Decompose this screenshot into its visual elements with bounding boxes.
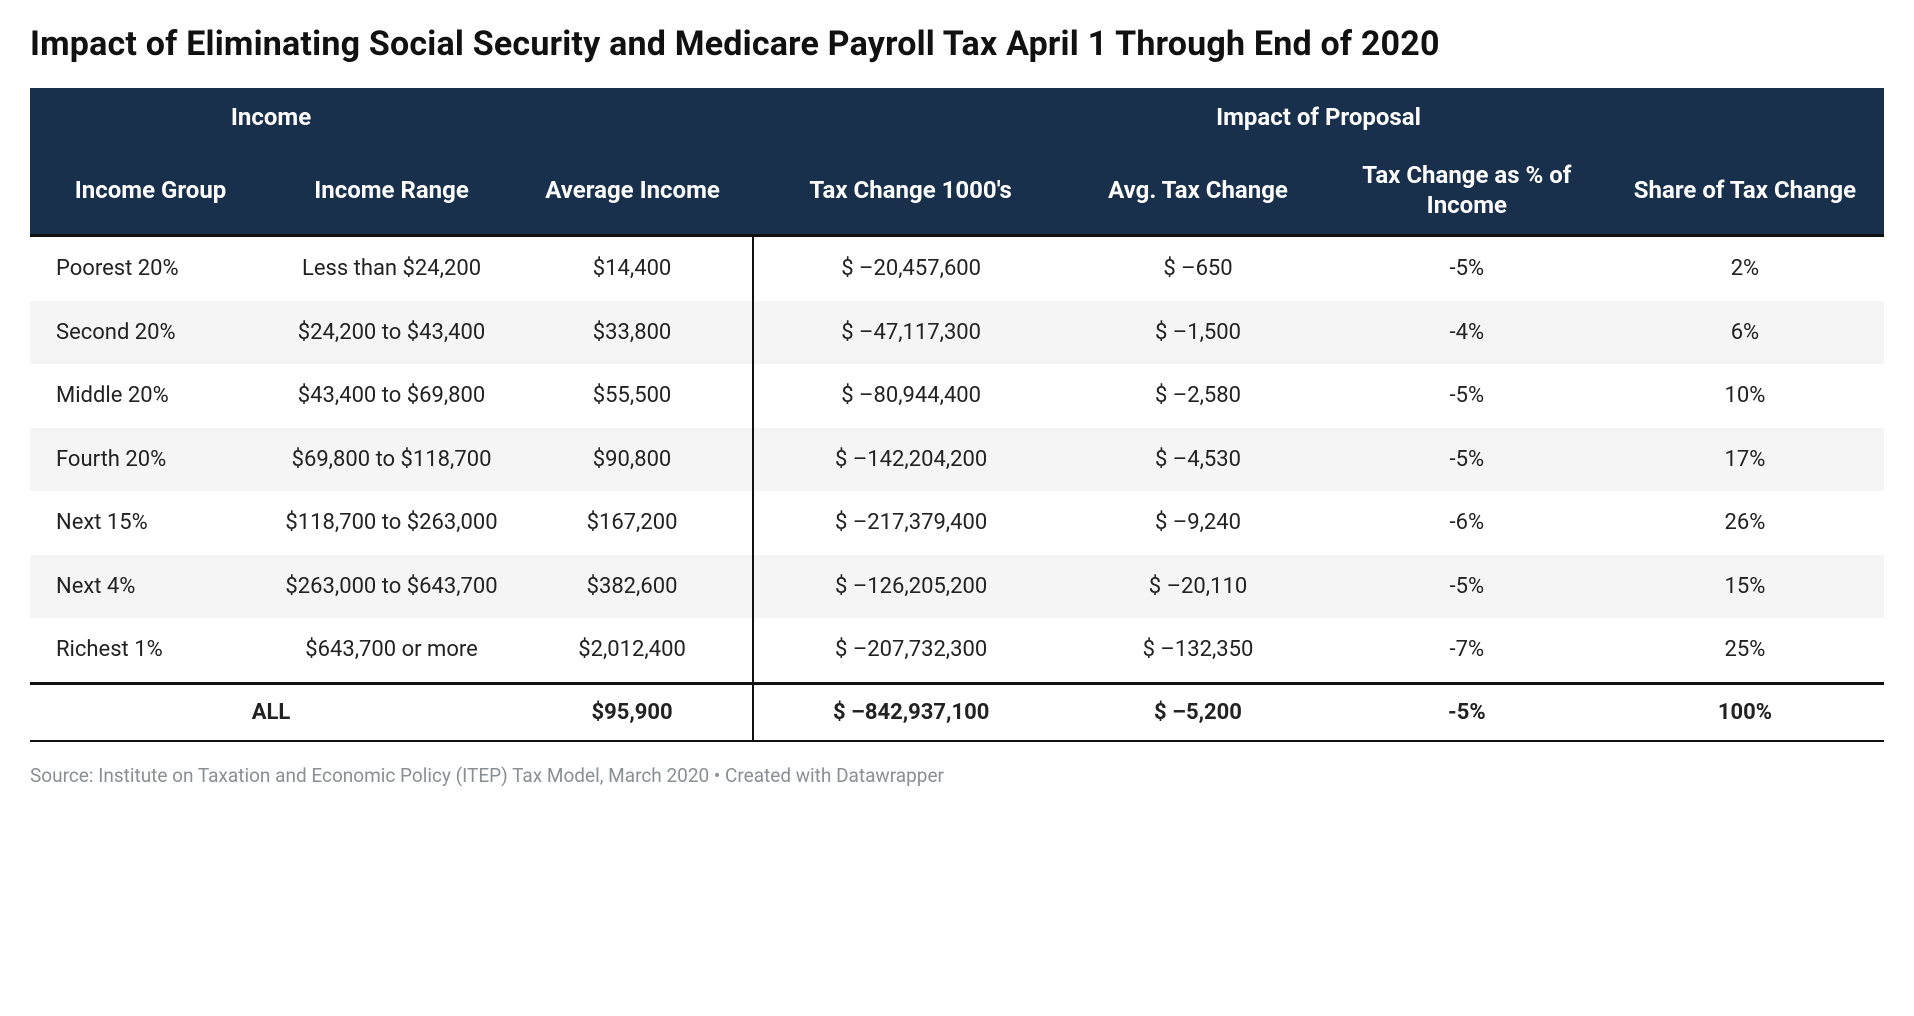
cell-pct: -5% [1328, 428, 1606, 492]
cell-income-range: $43,400 to $69,800 [271, 364, 512, 428]
header-group-spacer [512, 88, 753, 146]
cell-avg-income: $90,800 [512, 428, 753, 492]
table-totals-row: ALL $95,900 $ –842,937,100 $ –5,200 -5% … [30, 683, 1884, 741]
cell-tax-change: $ –126,205,200 [753, 555, 1068, 619]
cell-income-group: Next 15% [30, 491, 271, 555]
cell-avg-tax-change: $ –9,240 [1068, 491, 1328, 555]
table-row: Next 15% $118,700 to $263,000 $167,200 $… [30, 491, 1884, 555]
cell-tax-change: $ –142,204,200 [753, 428, 1068, 492]
cell-pct: -7% [1328, 618, 1606, 683]
cell-share: 2% [1606, 236, 1884, 301]
col-income-range: Income Range [271, 146, 512, 236]
totals-avg-tax-change: $ –5,200 [1068, 683, 1328, 741]
totals-avg-income: $95,900 [512, 683, 753, 741]
col-avg-income: Average Income [512, 146, 753, 236]
cell-avg-tax-change: $ –1,500 [1068, 301, 1328, 365]
col-pct-income: Tax Change as % of Income [1328, 146, 1606, 236]
cell-share: 6% [1606, 301, 1884, 365]
table-row: Poorest 20% Less than $24,200 $14,400 $ … [30, 236, 1884, 301]
table-row: Fourth 20% $69,800 to $118,700 $90,800 $… [30, 428, 1884, 492]
totals-share: 100% [1606, 683, 1884, 741]
cell-pct: -5% [1328, 364, 1606, 428]
cell-income-group: Fourth 20% [30, 428, 271, 492]
cell-avg-income: $33,800 [512, 301, 753, 365]
cell-tax-change: $ –47,117,300 [753, 301, 1068, 365]
totals-pct: -5% [1328, 683, 1606, 741]
cell-tax-change: $ –207,732,300 [753, 618, 1068, 683]
table-row: Richest 1% $643,700 or more $2,012,400 $… [30, 618, 1884, 683]
cell-avg-income: $382,600 [512, 555, 753, 619]
cell-avg-tax-change: $ –132,350 [1068, 618, 1328, 683]
cell-income-range: $118,700 to $263,000 [271, 491, 512, 555]
impact-table: Income Impact of Proposal Income Group I… [30, 88, 1884, 742]
header-group-income: Income [30, 88, 512, 146]
cell-income-group: Next 4% [30, 555, 271, 619]
col-tax-change: Tax Change 1000's [753, 146, 1068, 236]
cell-income-group: Poorest 20% [30, 236, 271, 301]
cell-income-group: Second 20% [30, 301, 271, 365]
cell-avg-income: $167,200 [512, 491, 753, 555]
cell-pct: -5% [1328, 236, 1606, 301]
cell-tax-change: $ –20,457,600 [753, 236, 1068, 301]
cell-avg-income: $55,500 [512, 364, 753, 428]
cell-avg-tax-change: $ –4,530 [1068, 428, 1328, 492]
cell-income-range: $263,000 to $643,700 [271, 555, 512, 619]
cell-pct: -4% [1328, 301, 1606, 365]
page-title: Impact of Eliminating Social Security an… [30, 24, 1884, 64]
table-row: Middle 20% $43,400 to $69,800 $55,500 $ … [30, 364, 1884, 428]
cell-pct: -6% [1328, 491, 1606, 555]
cell-income-range: $24,200 to $43,400 [271, 301, 512, 365]
table-header-group-row: Income Impact of Proposal [30, 88, 1884, 146]
cell-share: 15% [1606, 555, 1884, 619]
cell-income-group: Middle 20% [30, 364, 271, 428]
cell-avg-income: $2,012,400 [512, 618, 753, 683]
col-income-group: Income Group [30, 146, 271, 236]
source-line: Source: Institute on Taxation and Econom… [30, 764, 1884, 787]
totals-label: ALL [30, 683, 512, 741]
cell-income-range: Less than $24,200 [271, 236, 512, 301]
cell-pct: -5% [1328, 555, 1606, 619]
cell-income-range: $643,700 or more [271, 618, 512, 683]
cell-share: 17% [1606, 428, 1884, 492]
cell-share: 25% [1606, 618, 1884, 683]
cell-avg-income: $14,400 [512, 236, 753, 301]
table-row: Second 20% $24,200 to $43,400 $33,800 $ … [30, 301, 1884, 365]
header-group-impact: Impact of Proposal [753, 88, 1884, 146]
cell-tax-change: $ –80,944,400 [753, 364, 1068, 428]
cell-income-group: Richest 1% [30, 618, 271, 683]
table-header-columns-row: Income Group Income Range Average Income… [30, 146, 1884, 236]
col-avg-tax-change: Avg. Tax Change [1068, 146, 1328, 236]
table-row: Next 4% $263,000 to $643,700 $382,600 $ … [30, 555, 1884, 619]
cell-share: 10% [1606, 364, 1884, 428]
cell-avg-tax-change: $ –2,580 [1068, 364, 1328, 428]
totals-tax-change: $ –842,937,100 [753, 683, 1068, 741]
col-share: Share of Tax Change [1606, 146, 1884, 236]
cell-share: 26% [1606, 491, 1884, 555]
cell-avg-tax-change: $ –650 [1068, 236, 1328, 301]
cell-income-range: $69,800 to $118,700 [271, 428, 512, 492]
cell-tax-change: $ –217,379,400 [753, 491, 1068, 555]
cell-avg-tax-change: $ –20,110 [1068, 555, 1328, 619]
